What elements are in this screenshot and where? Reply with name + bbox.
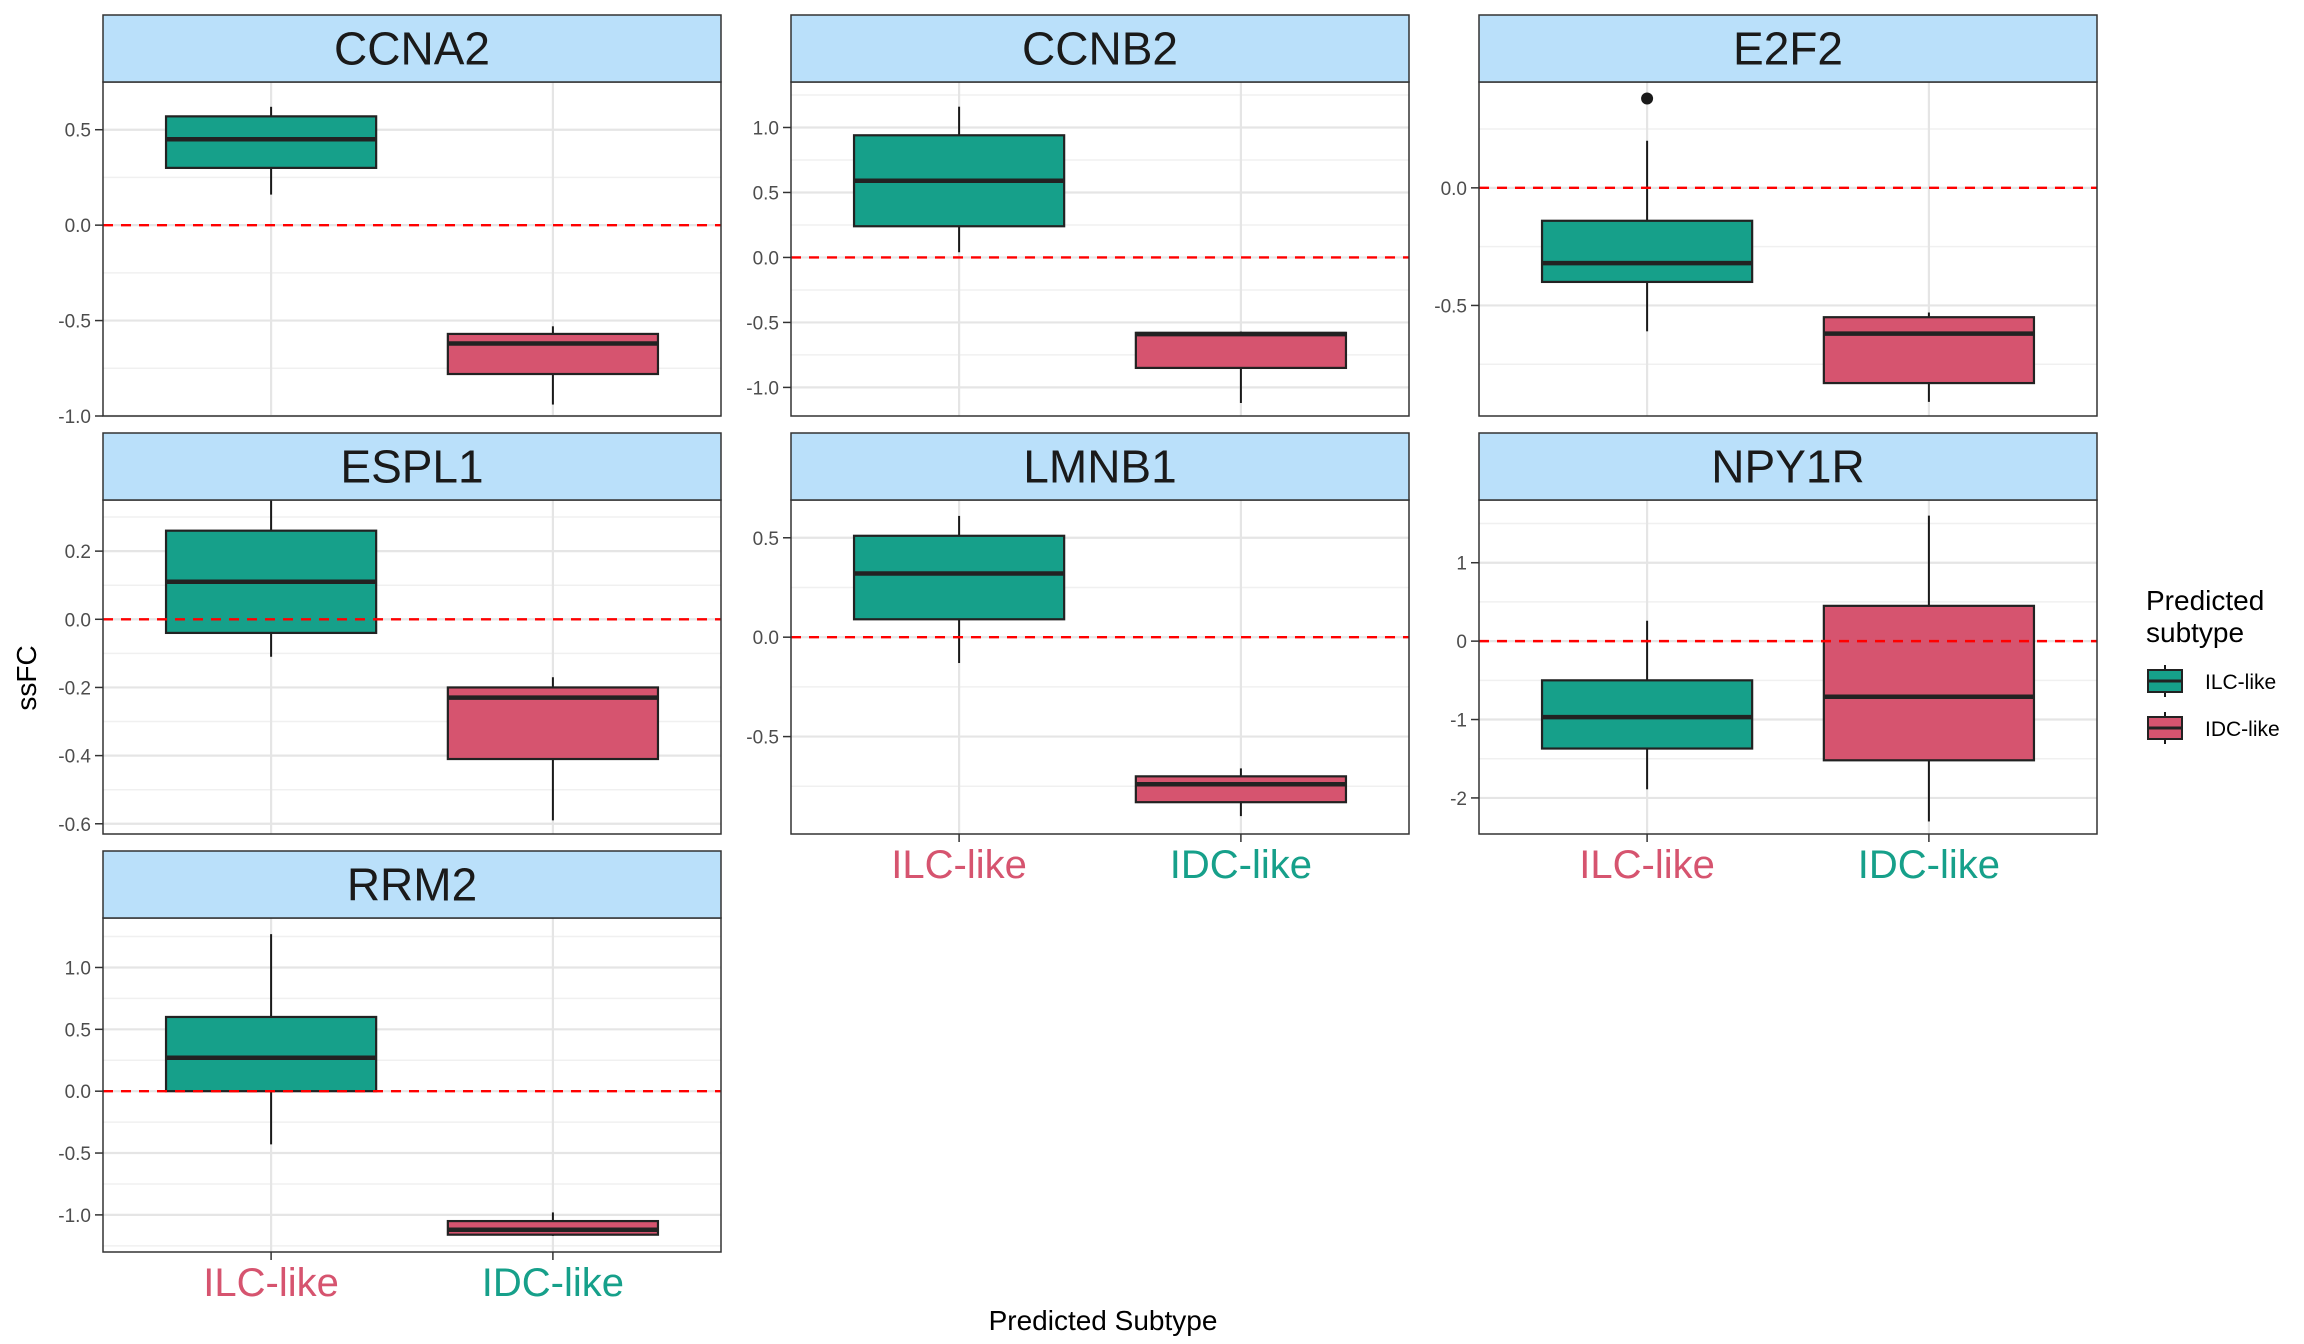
y-tick-label: 1.0 xyxy=(753,118,779,139)
strip-label: CCNB2 xyxy=(1022,23,1178,75)
panel-ccna2: CCNA2 0.5 0.0 -0.5 -1.0 xyxy=(58,14,722,428)
y-tick-label: 0.0 xyxy=(753,248,779,269)
panel-rrm2: RRM2 1.0 0.5 0.0 -0.5 -1.0 ILC-like IDC-like xyxy=(58,850,722,1305)
y-tick-label: -0.6 xyxy=(58,815,91,836)
x-tick-label: ILC-like xyxy=(203,1261,339,1305)
strip-background xyxy=(102,14,722,83)
strip-background xyxy=(790,432,1410,501)
y-tick-label: -1 xyxy=(1450,711,1467,732)
box-idc-like xyxy=(446,1212,660,1236)
y-tick-label: 0.0 xyxy=(65,610,91,631)
strip-label: LMNB1 xyxy=(1023,441,1176,493)
y-tick-label: 1.0 xyxy=(65,958,91,979)
strip-label: E2F2 xyxy=(1733,23,1843,75)
y-tick-label: 0.0 xyxy=(1441,179,1467,200)
strip-label: ESPL1 xyxy=(340,441,483,493)
x-tick-label: ILC-like xyxy=(891,843,1027,887)
y-tick-label: -0.5 xyxy=(58,1144,91,1165)
box-body xyxy=(1540,219,1754,284)
legend-key-ilc-like xyxy=(2147,665,2183,697)
outlier-point xyxy=(1641,92,1654,105)
y-tick-label: -0.2 xyxy=(58,678,91,699)
y-tick-label: 0.0 xyxy=(65,216,91,237)
box-ilc-like xyxy=(1540,92,1754,332)
y-tick-label: 0.5 xyxy=(65,1020,91,1041)
box-ilc-like xyxy=(852,106,1066,253)
panel-espl1: ESPL1 0.2 0.0 -0.2 -0.4 -0.6 xyxy=(58,432,722,836)
box-ilc-like xyxy=(164,934,378,1145)
y-tick-label: 0.5 xyxy=(65,121,91,142)
y-tick-label: -2 xyxy=(1450,789,1467,810)
x-axis-title: Predicted Subtype xyxy=(989,1305,1218,1336)
box-idc-like xyxy=(1134,768,1348,817)
x-tick-label: IDC-like xyxy=(1170,843,1312,887)
box-body xyxy=(1540,679,1754,750)
y-tick-label: 1 xyxy=(1456,554,1467,575)
y-tick-label: 0.2 xyxy=(65,542,91,563)
panel-lmnb1: LMNB1 0.5 0.0 -0.5 ILC-like IDC-like xyxy=(746,432,1410,887)
strip-label: NPY1R xyxy=(1711,441,1864,493)
strip-background xyxy=(1478,14,2098,83)
box-ilc-like xyxy=(852,515,1066,664)
y-tick-label: 0 xyxy=(1456,632,1467,653)
strip-label: RRM2 xyxy=(347,859,477,911)
y-axis-title: ssFC xyxy=(11,645,42,710)
box-body xyxy=(164,115,378,169)
x-tick-label: IDC-like xyxy=(482,1261,624,1305)
strip-label: CCNA2 xyxy=(334,23,490,75)
panel-e2f2: E2F2 0.0 -0.5 xyxy=(1434,14,2098,417)
strip-background xyxy=(102,850,722,919)
box-body xyxy=(1822,316,2036,385)
panel-ccnb2: CCNB2 1.0 0.5 0.0 -0.5 -1.0 xyxy=(746,14,1410,417)
legend-title-line-1: Predicted xyxy=(2146,585,2264,616)
y-tick-label: 0.0 xyxy=(753,628,779,649)
y-tick-label: -1.0 xyxy=(746,378,779,399)
y-tick-label: -1.0 xyxy=(58,407,91,428)
box-idc-like xyxy=(446,677,660,821)
box-ilc-like xyxy=(164,106,378,195)
box-idc-like xyxy=(1822,312,2036,402)
y-tick-label: 0.5 xyxy=(753,183,779,204)
legend-label-ilc: ILC-like xyxy=(2205,671,2276,694)
x-tick-label: ILC-like xyxy=(1579,843,1715,887)
box-body xyxy=(1134,775,1348,804)
y-tick-label: -0.5 xyxy=(746,728,779,749)
box-body xyxy=(446,332,660,376)
panel-npy1r: NPY1R 1 0 -1 -2 ILC-like IDC-like xyxy=(1450,432,2098,887)
box-ilc-like xyxy=(1540,620,1754,790)
box-body xyxy=(1822,604,2036,762)
box-body xyxy=(852,534,1066,621)
y-tick-label: -0.4 xyxy=(58,747,91,768)
y-tick-label: 0.0 xyxy=(65,1082,91,1103)
box-idc-like xyxy=(1134,331,1348,404)
y-tick-label: -0.5 xyxy=(1434,296,1467,317)
legend-title-line-2: subtype xyxy=(2146,617,2244,648)
x-tick-label: IDC-like xyxy=(1858,843,2000,887)
legend-keys xyxy=(2147,665,2183,744)
box-idc-like xyxy=(1822,515,2036,822)
strip-background xyxy=(1478,432,2098,501)
legend-key-idc-like xyxy=(2147,712,2183,744)
legend-label-idc: IDC-like xyxy=(2205,718,2280,741)
box-ilc-like xyxy=(164,500,378,657)
strip-background xyxy=(102,432,722,501)
panels-layer: CCNA2 0.5 0.0 -0.5 -1.0 CCNB2 1.0 0.5 0.0 -0.5 -1.… xyxy=(58,14,2098,1305)
strip-background xyxy=(790,14,1410,83)
box-idc-like xyxy=(446,326,660,405)
box-body xyxy=(1134,331,1348,370)
y-tick-label: -0.5 xyxy=(58,312,91,333)
box-body xyxy=(164,1015,378,1093)
y-tick-label: -0.5 xyxy=(746,313,779,334)
y-tick-label: -1.0 xyxy=(58,1206,91,1227)
legend: Predicted subtype ILC-like IDC-like xyxy=(2146,585,2280,744)
y-tick-label: 0.5 xyxy=(753,529,779,550)
